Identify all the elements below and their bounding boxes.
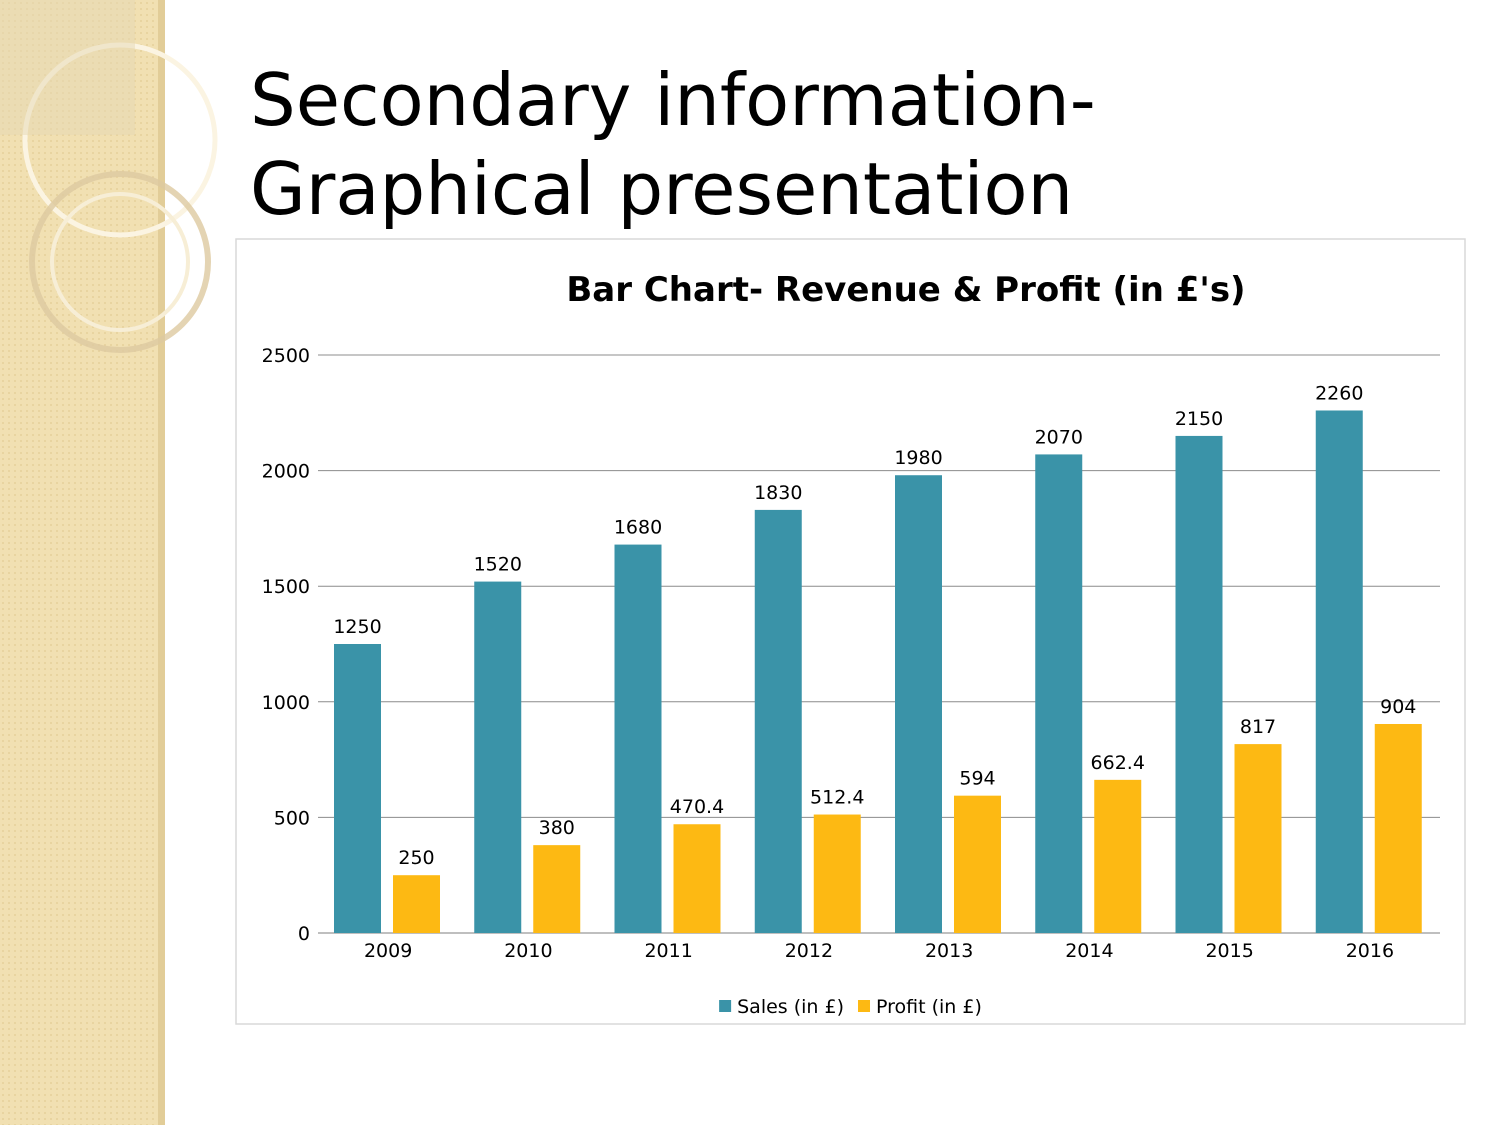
data-label: 662.4 xyxy=(1091,752,1145,774)
bar xyxy=(533,845,581,933)
x-tick-label: 2011 xyxy=(644,940,692,962)
bar xyxy=(393,875,440,933)
data-label: 1520 xyxy=(474,554,522,576)
x-tick-label: 2009 xyxy=(364,940,412,962)
legend-label: Profit (in £) xyxy=(876,996,982,1018)
decor-circles xyxy=(0,0,218,353)
bar xyxy=(1175,435,1223,933)
x-tick-label: 2016 xyxy=(1346,940,1394,962)
bar xyxy=(334,644,381,933)
data-label: 2150 xyxy=(1175,408,1223,430)
x-tick-label: 2010 xyxy=(504,940,552,962)
y-tick-label: 500 xyxy=(274,807,310,829)
x-tick-label: 2015 xyxy=(1205,940,1253,962)
bar xyxy=(1094,779,1142,933)
data-label: 250 xyxy=(398,847,434,869)
data-label: 1830 xyxy=(754,482,802,504)
legend-swatch xyxy=(858,1000,871,1012)
data-label: 1980 xyxy=(894,447,942,469)
bar xyxy=(1315,410,1363,933)
bar xyxy=(474,581,522,933)
bar xyxy=(954,795,1001,933)
y-tick-label: 1000 xyxy=(262,692,310,714)
bar xyxy=(754,509,802,933)
bar xyxy=(1234,744,1282,933)
data-label: 1250 xyxy=(333,616,381,638)
x-tick-label: 2012 xyxy=(785,940,833,962)
data-label: 512.4 xyxy=(810,787,864,809)
bar xyxy=(813,814,861,933)
chart-title: Bar Chart- Revenue & Profit (in £'s) xyxy=(566,270,1245,310)
y-tick-label: 2000 xyxy=(262,461,310,483)
legend-swatch xyxy=(719,1000,732,1012)
bar xyxy=(1035,454,1083,933)
data-label: 470.4 xyxy=(670,796,724,818)
slide-title: Secondary information- xyxy=(250,58,1096,142)
data-label: 904 xyxy=(1380,696,1416,718)
legend-label: Sales (in £) xyxy=(737,996,844,1018)
data-label: 1680 xyxy=(614,517,662,539)
bar xyxy=(895,475,942,933)
x-tick-label: 2014 xyxy=(1065,940,1113,962)
bar xyxy=(1374,723,1422,933)
data-label: 594 xyxy=(959,768,995,790)
data-label: 2260 xyxy=(1315,382,1363,404)
bar xyxy=(673,824,721,933)
y-tick-label: 2500 xyxy=(262,345,310,367)
slide-title: Graphical presentation xyxy=(250,147,1073,231)
y-tick-label: 1500 xyxy=(262,576,310,598)
bar xyxy=(614,544,662,933)
data-label: 817 xyxy=(1240,716,1276,738)
side-edge xyxy=(158,0,165,1125)
x-tick-label: 2013 xyxy=(925,940,973,962)
side-strip xyxy=(0,0,165,1125)
y-tick-label: 0 xyxy=(298,923,310,945)
data-label: 2070 xyxy=(1035,426,1083,448)
data-label: 380 xyxy=(539,817,575,839)
